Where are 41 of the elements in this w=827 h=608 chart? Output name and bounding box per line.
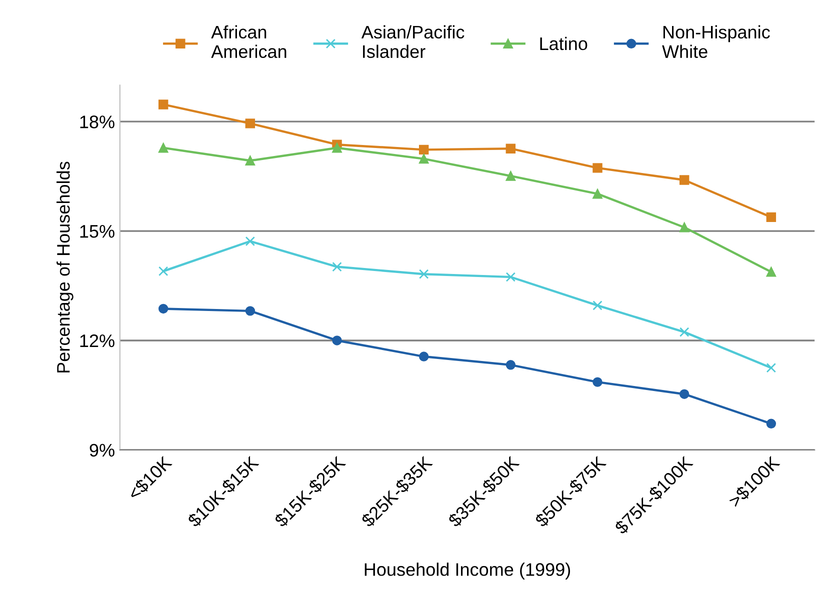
x-axis-title: Household Income (1999) bbox=[364, 562, 570, 580]
point bbox=[679, 389, 690, 399]
point bbox=[245, 118, 256, 128]
legend-label: African American bbox=[211, 25, 286, 58]
point bbox=[158, 266, 168, 276]
point bbox=[245, 156, 256, 166]
point bbox=[506, 272, 516, 282]
legend-label: Non-Hispanic White bbox=[662, 25, 770, 58]
y-tick-label: 18% bbox=[80, 116, 114, 128]
point bbox=[679, 327, 690, 337]
point bbox=[332, 262, 342, 272]
point bbox=[679, 222, 690, 232]
point bbox=[418, 269, 429, 279]
point bbox=[679, 175, 690, 185]
point bbox=[766, 267, 776, 277]
y-tick-label: 9% bbox=[90, 444, 114, 457]
point bbox=[245, 306, 256, 316]
point bbox=[245, 236, 256, 246]
point bbox=[158, 143, 168, 153]
point bbox=[766, 418, 776, 429]
point bbox=[506, 144, 516, 154]
point bbox=[332, 336, 342, 346]
legend-label: Asian/Pacific Islander bbox=[361, 25, 464, 58]
point bbox=[766, 212, 776, 222]
point bbox=[592, 188, 602, 199]
point bbox=[418, 144, 429, 155]
point bbox=[766, 362, 776, 373]
point bbox=[592, 300, 602, 310]
point bbox=[506, 171, 516, 181]
y-tick-label: 12% bbox=[80, 334, 114, 348]
point bbox=[418, 154, 429, 164]
point bbox=[592, 377, 602, 387]
legend-label: Latino bbox=[540, 36, 588, 50]
point bbox=[506, 360, 516, 370]
point bbox=[158, 304, 168, 314]
y-tick-label: 15% bbox=[80, 225, 114, 238]
point bbox=[592, 163, 602, 173]
point bbox=[332, 143, 342, 153]
y-axis-title: Percentage of Households bbox=[56, 162, 74, 372]
point bbox=[418, 352, 429, 362]
point bbox=[158, 100, 168, 110]
